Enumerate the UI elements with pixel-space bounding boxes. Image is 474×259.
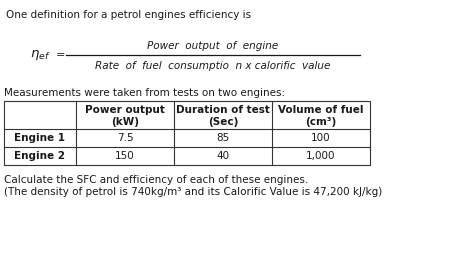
Text: 85: 85 [216,133,229,143]
Text: Rate  of  fuel  consumptio  n x calorific  value: Rate of fuel consumptio n x calorific va… [95,61,331,71]
Text: (Sec): (Sec) [208,117,238,127]
Bar [4,101,370,165]
Text: 150: 150 [115,151,135,161]
Text: (The density of petrol is 740kg/m³ and its Calorific Value is 47,200 kJ/kg): (The density of petrol is 740kg/m³ and i… [4,187,382,197]
Text: (kW): (kW) [111,117,139,127]
Text: Calculate the SFC and efficiency of each of these engines.: Calculate the SFC and efficiency of each… [4,175,308,185]
Text: Engine 2: Engine 2 [15,151,65,161]
Text: Power  output  of  engine: Power output of engine [147,41,279,51]
Text: 1,000: 1,000 [306,151,336,161]
Text: 40: 40 [217,151,229,161]
Text: =: = [56,50,65,60]
Text: Engine 1: Engine 1 [15,133,65,143]
Text: Power output: Power output [85,105,165,115]
Text: Measurements were taken from tests on two engines:: Measurements were taken from tests on tw… [4,88,285,98]
Text: Duration of test: Duration of test [176,105,270,115]
Text: (cm³): (cm³) [305,117,337,127]
Text: $\eta_{ef}$: $\eta_{ef}$ [30,48,51,62]
Text: 100: 100 [311,133,331,143]
Text: 7.5: 7.5 [117,133,133,143]
Text: Volume of fuel: Volume of fuel [278,105,364,115]
Text: One definition for a petrol engines efficiency is: One definition for a petrol engines effi… [6,10,251,20]
